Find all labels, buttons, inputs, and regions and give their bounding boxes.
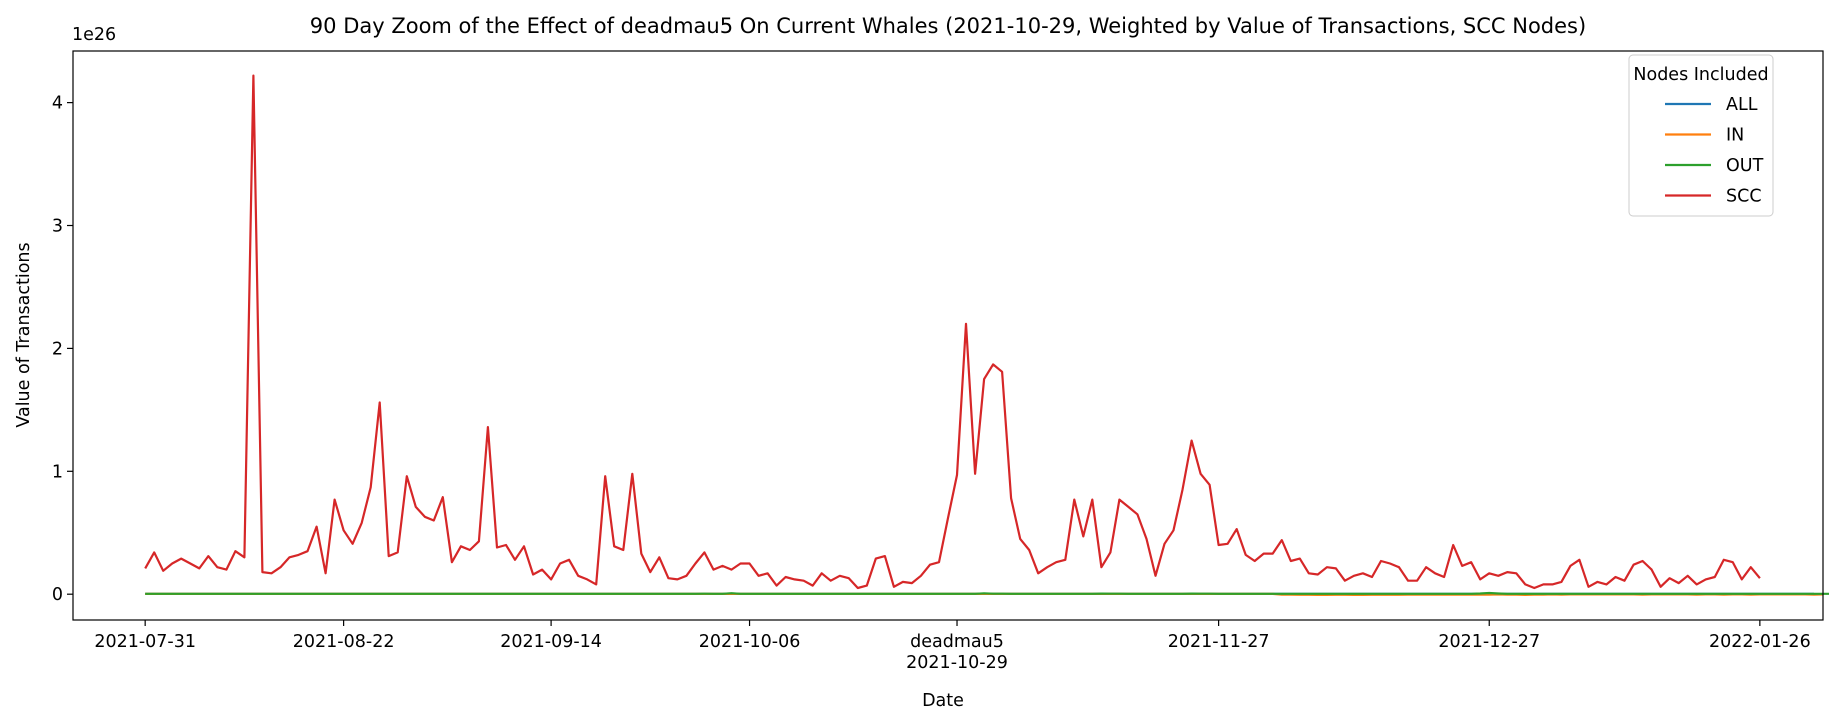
series-line-out: [145, 591, 1829, 595]
chart-title: 90 Day Zoom of the Effect of deadmau5 On…: [310, 14, 1586, 38]
y-tick-label: 3: [52, 217, 63, 237]
legend-title: Nodes Included: [1633, 65, 1768, 85]
y-tick-label: 4: [52, 94, 63, 114]
x-tick-label: 2021-09-14: [500, 632, 602, 652]
y-tick-label: 2: [52, 339, 63, 359]
x-tick-label: 2021-12-27: [1438, 632, 1540, 652]
x-tick-label: deadmau5: [910, 632, 1004, 652]
plot-area: [144, 74, 1829, 597]
y-tick-label: 1: [52, 462, 63, 482]
x-tick-label: 2021-10-06: [699, 632, 801, 652]
x-axis-label: Date: [922, 691, 964, 711]
x-tick-label-secondary: 2021-10-29: [906, 653, 1008, 673]
legend-label-in: IN: [1726, 126, 1744, 146]
x-tick-label: 2021-08-22: [293, 632, 395, 652]
x-tick-label: 2022-01-26: [1709, 632, 1811, 652]
y-offset-label: 1e26: [72, 25, 116, 45]
y-tick-label: 0: [52, 585, 63, 605]
x-tick-label: 2021-07-31: [94, 632, 196, 652]
series-line-scc: [144, 74, 1761, 590]
y-axis: 0 1 2 3 4: [52, 94, 73, 605]
legend-label-out: OUT: [1726, 156, 1764, 176]
x-axis: 2021-07-31 2021-08-22 2021-09-14 2021-10-06…: [94, 620, 1811, 673]
legend-label-all: ALL: [1726, 95, 1758, 115]
legend-label-scc: SCC: [1726, 187, 1762, 207]
x-tick-label: 2021-11-27: [1168, 632, 1270, 652]
plot-frame: [72, 50, 1824, 621]
y-axis-label: Value of Transactions: [14, 242, 34, 427]
legend: Nodes Included ALL IN OUT SCC: [1628, 54, 1774, 217]
